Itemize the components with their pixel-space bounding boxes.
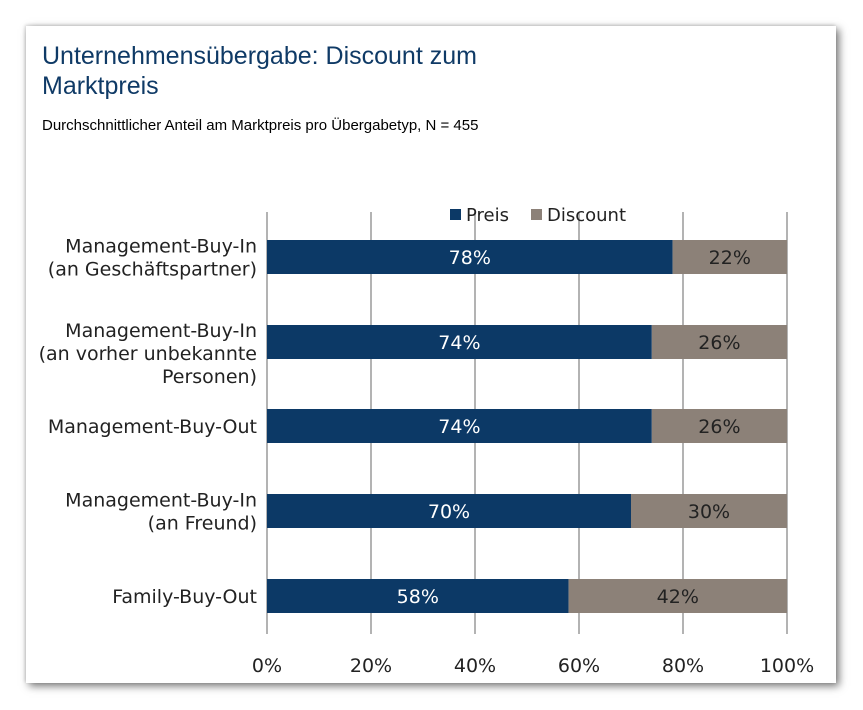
- category-label: Management-Buy-Out: [48, 416, 257, 438]
- data-label-discount: 26%: [698, 332, 740, 354]
- chart-subtitle: Durchschnittlicher Anteil am Marktpreis …: [42, 117, 479, 134]
- category-label: (an vorher unbekannte: [39, 343, 257, 365]
- legend-swatch-discount: [531, 209, 542, 220]
- data-label-preis: 70%: [428, 501, 470, 523]
- x-tick-label: 60%: [558, 655, 600, 677]
- x-tick-label: 100%: [760, 655, 814, 677]
- category-label: (an Geschäftspartner): [48, 259, 257, 281]
- bar-preis-4: [267, 579, 569, 613]
- category-label: Management-Buy-In: [65, 490, 257, 512]
- x-tick-label: 0%: [252, 655, 282, 677]
- bar-discount-0: [672, 240, 787, 274]
- data-label-discount: 26%: [698, 416, 740, 438]
- data-label-discount: 22%: [709, 247, 751, 269]
- data-label-discount: 42%: [657, 586, 699, 608]
- data-label-discount: 30%: [688, 501, 730, 523]
- bar-discount-1: [651, 325, 787, 359]
- bar-preis-1: [267, 325, 652, 359]
- category-label: (an Freund): [148, 513, 257, 535]
- category-label: Management-Buy-In: [65, 236, 257, 258]
- chart-card: Unternehmensübergabe: Discount zum Markt…: [26, 26, 836, 683]
- x-tick-label: 40%: [454, 655, 496, 677]
- data-label-preis: 58%: [397, 586, 439, 608]
- category-label: Management-Buy-In: [65, 320, 257, 342]
- data-label-preis: 74%: [438, 332, 480, 354]
- legend-label-preis: Preis: [466, 205, 509, 226]
- bar-discount-4: [568, 579, 787, 613]
- legend-label-discount: Discount: [547, 205, 626, 226]
- bar-discount-3: [631, 494, 787, 528]
- legend-swatch-preis: [450, 209, 461, 220]
- bar-preis-2: [267, 409, 652, 443]
- category-label: Family-Buy-Out: [112, 586, 257, 608]
- bar-chart: 0% 20% 40% 60% 80% 100% 78% 22% Management-Buy-I…: [39, 205, 815, 677]
- bar-discount-2: [651, 409, 787, 443]
- data-label-preis: 74%: [438, 416, 480, 438]
- chart-title: Unternehmensübergabe: Discount zum Markt…: [42, 42, 477, 100]
- category-label: Personen): [162, 366, 257, 388]
- x-tick-label: 20%: [350, 655, 392, 677]
- bar-preis-0: [267, 240, 673, 274]
- data-label-preis: 78%: [449, 247, 491, 269]
- x-tick-label: 80%: [662, 655, 704, 677]
- bar-preis-3: [267, 494, 631, 528]
